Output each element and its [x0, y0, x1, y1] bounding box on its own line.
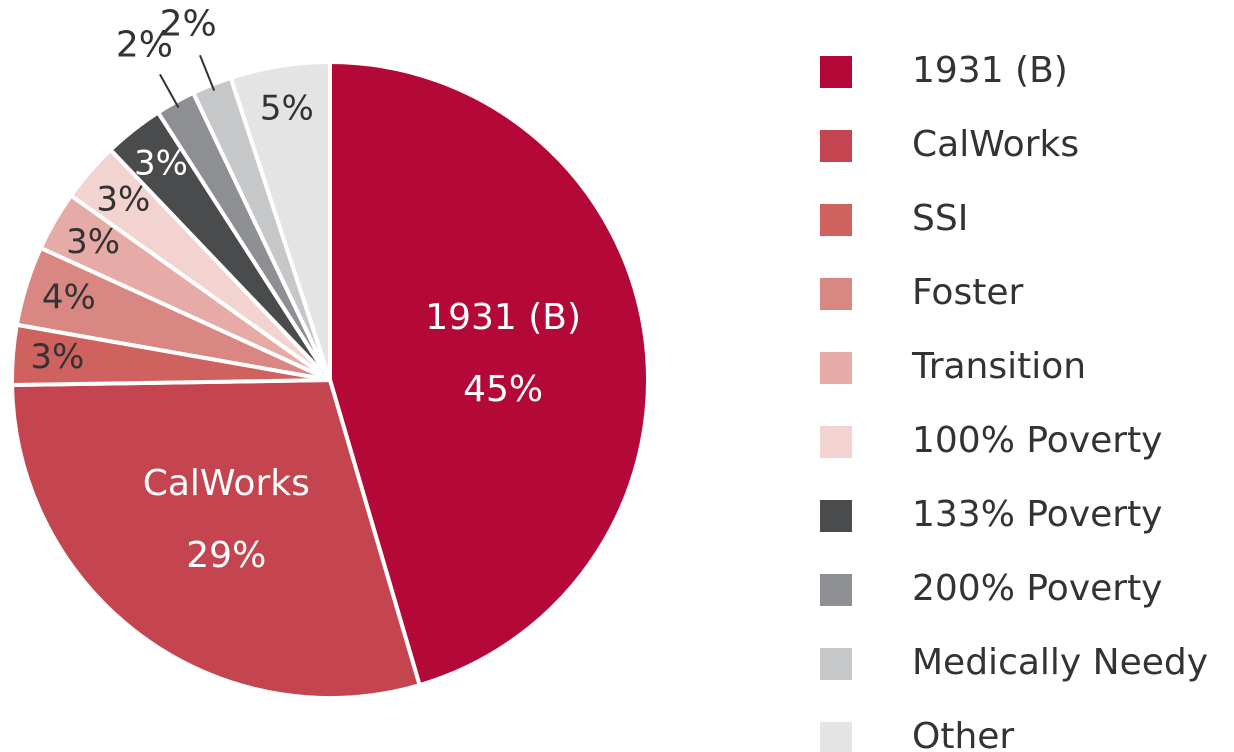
legend-swatch [820, 130, 852, 162]
slice-value: 3% [134, 144, 188, 184]
legend-swatch [820, 278, 852, 310]
legend-swatch [820, 722, 852, 752]
legend-swatch [820, 352, 852, 384]
legend-label: Other [912, 716, 1014, 752]
legend-label: 100% Poverty [912, 420, 1163, 461]
legend-label: Transition [911, 346, 1086, 387]
legend-label: 1931 (B) [912, 50, 1068, 91]
slice-value: 2% [160, 4, 217, 45]
legend-swatch [820, 500, 852, 532]
pie-slice [10, 378, 422, 700]
legend-label: CalWorks [912, 124, 1079, 165]
slice-value: 5% [260, 88, 314, 128]
legend-label: 200% Poverty [912, 568, 1163, 609]
slice-value: 3% [96, 179, 150, 219]
slice-label: CalWorks [143, 463, 310, 504]
legend-label: Medically Needy [912, 642, 1208, 683]
slice-value: 3% [30, 337, 84, 377]
legend-swatch [820, 426, 852, 458]
legend-swatch [820, 648, 852, 680]
legend-label: SSI [912, 198, 968, 239]
slice-value: 2% [116, 25, 173, 66]
slice-value: 3% [66, 222, 120, 262]
leader-line [159, 73, 180, 109]
legend-swatch [820, 56, 852, 88]
pie-slice [328, 60, 650, 688]
slice-value: 45% [463, 369, 543, 410]
legend-swatch [820, 574, 852, 606]
legend-label: 133% Poverty [912, 494, 1163, 535]
legend-swatch [820, 204, 852, 236]
slice-value: 29% [186, 535, 266, 576]
legend-label: Foster [912, 272, 1023, 313]
pie-slice [228, 60, 332, 382]
leader-line [199, 54, 216, 92]
slice-value: 4% [42, 277, 96, 317]
slice-label: 1931 (B) [425, 297, 581, 338]
